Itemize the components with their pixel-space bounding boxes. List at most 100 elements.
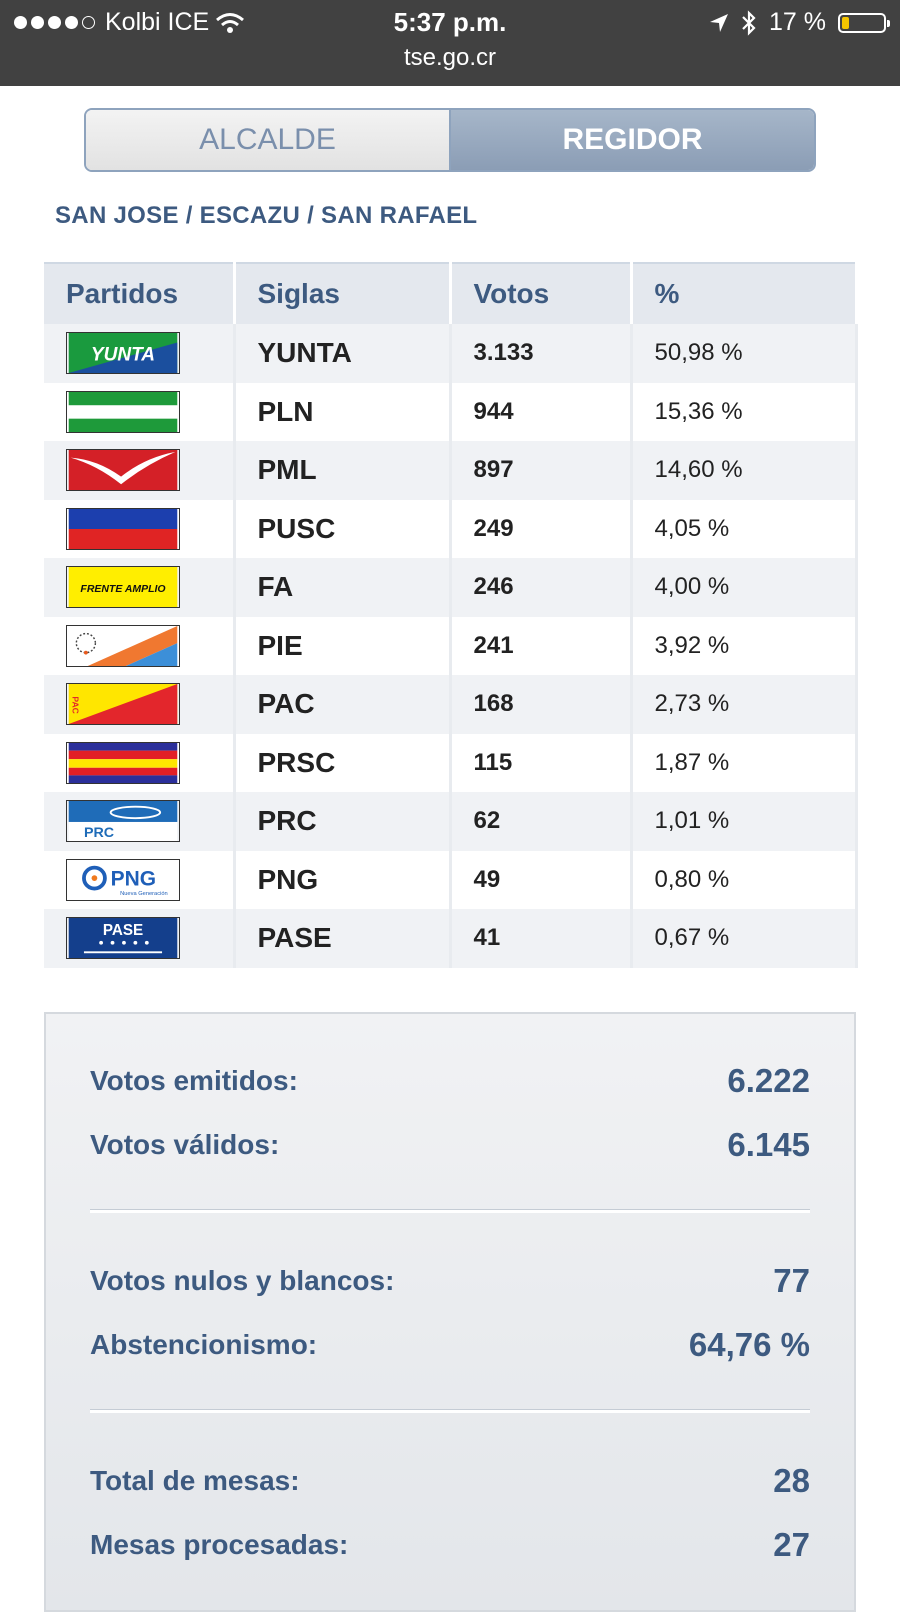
party-logo-cell: PRC bbox=[44, 792, 236, 851]
battery-level bbox=[842, 16, 849, 29]
votos-cell: 49 bbox=[450, 850, 633, 909]
table-row: PRSC 115 1,87 % bbox=[44, 733, 858, 792]
table-row: PNG Nueva Generación PNG 49 0,80 % bbox=[44, 850, 858, 909]
validos-value: 6.145 bbox=[727, 1126, 810, 1163]
table-row: PAC PAC 168 2,73 % bbox=[44, 675, 858, 734]
percent-cell: 2,73 % bbox=[631, 675, 858, 734]
party-logo-cell: YUNTA bbox=[44, 324, 236, 383]
png-logo-text: PNG bbox=[111, 867, 156, 890]
battery-percent: 17 % bbox=[769, 8, 826, 36]
percent-cell: 1,01 % bbox=[631, 792, 858, 851]
summary-row-validos: Votos válidos: 6.145 bbox=[90, 1126, 810, 1164]
party-logo-cell bbox=[44, 733, 236, 792]
table-row: PRC PRC 62 1,01 % bbox=[44, 792, 858, 851]
pie-flag-icon bbox=[66, 624, 180, 667]
party-logo-cell: PNG Nueva Generación bbox=[44, 850, 236, 909]
votos-cell: 115 bbox=[450, 733, 633, 792]
sigla-cell: FA bbox=[234, 558, 452, 617]
table-row: PLN 944 15,36 % bbox=[44, 382, 858, 441]
votos-cell: 249 bbox=[450, 499, 633, 558]
sigla-cell: PIE bbox=[234, 616, 452, 675]
total-mesas-value: 28 bbox=[773, 1462, 810, 1499]
pusc-flag-icon bbox=[66, 507, 180, 550]
signal-strength-icon bbox=[14, 16, 95, 29]
pase-logo-text: PASE bbox=[103, 922, 143, 939]
fa-logo-text: FRENTE AMPLIO bbox=[80, 584, 165, 595]
divider bbox=[90, 1410, 810, 1413]
votos-cell: 897 bbox=[450, 441, 633, 500]
percent-cell: 50,98 % bbox=[631, 324, 858, 383]
percent-cell: 4,00 % bbox=[631, 558, 858, 617]
votos-cell: 3.133 bbox=[450, 324, 633, 383]
tab-regidor[interactable]: REGIDOR bbox=[451, 110, 814, 170]
sigla-cell: PRSC bbox=[234, 733, 452, 792]
party-logo-cell bbox=[44, 499, 236, 558]
validos-label: Votos válidos: bbox=[90, 1129, 280, 1160]
table-row: PIE 241 3,92 % bbox=[44, 616, 858, 675]
sigla-cell: PNG bbox=[234, 850, 452, 909]
summary-row-emitidos: Votos emitidos: 6.222 bbox=[90, 1062, 810, 1100]
mesas-procesadas-value: 27 bbox=[773, 1526, 810, 1563]
votos-cell: 944 bbox=[450, 382, 633, 441]
table-row: PUSC 249 4,05 % bbox=[44, 499, 858, 558]
prc-logo-text: PRC bbox=[84, 825, 114, 841]
percent-cell: 14,60 % bbox=[631, 441, 858, 500]
table-header: Partidos Siglas Votos % bbox=[44, 263, 858, 324]
header-siglas: Siglas bbox=[234, 263, 452, 324]
fa-flag-icon: FRENTE AMPLIO bbox=[66, 566, 180, 609]
mesas-procesadas-label: Mesas procesadas: bbox=[90, 1529, 349, 1560]
prsc-flag-icon bbox=[66, 741, 180, 784]
header-percent: % bbox=[631, 263, 858, 324]
pml-flag-icon bbox=[66, 449, 180, 492]
percent-cell: 1,87 % bbox=[631, 733, 858, 792]
party-logo-cell bbox=[44, 616, 236, 675]
divider bbox=[90, 1210, 810, 1213]
nulos-label: Votos nulos y blancos: bbox=[90, 1265, 395, 1296]
header-votos: Votos bbox=[450, 263, 633, 324]
location-arrow-icon bbox=[710, 13, 729, 32]
sigla-cell: PML bbox=[234, 441, 452, 500]
header-partidos: Partidos bbox=[44, 263, 236, 324]
abstencionismo-label: Abstencionismo: bbox=[90, 1329, 318, 1360]
url-bar[interactable]: tse.go.cr bbox=[403, 44, 497, 71]
bluetooth-icon bbox=[742, 9, 756, 36]
yunta-logo-text: YUNTA bbox=[91, 345, 155, 366]
breadcrumb: SAN JOSE / ESCAZU / SAN RAFAEL bbox=[55, 202, 478, 229]
summary-panel: Votos emitidos: 6.222 Votos válidos: 6.1… bbox=[44, 1012, 856, 1612]
percent-cell: 0,67 % bbox=[631, 909, 858, 968]
sigla-cell: PLN bbox=[234, 382, 452, 441]
png-flag-icon: PNG Nueva Generación bbox=[66, 858, 180, 901]
pac-logo-text: PAC bbox=[70, 697, 80, 714]
total-mesas-label: Total de mesas: bbox=[90, 1465, 300, 1496]
prc-flag-icon: PRC bbox=[66, 800, 180, 843]
carrier-info: Kolbi ICE bbox=[14, 8, 245, 37]
percent-cell: 0,80 % bbox=[631, 850, 858, 909]
votos-cell: 241 bbox=[450, 616, 633, 675]
status-bar: Kolbi ICE 5:37 p.m. tse.go.cr 17 % bbox=[0, 0, 900, 86]
party-logo-cell: FRENTE AMPLIO bbox=[44, 558, 236, 617]
results-table: Partidos Siglas Votos % YUNTA YUNTA 3.13… bbox=[44, 262, 858, 968]
table-row: PML 897 14,60 % bbox=[44, 441, 858, 500]
party-logo-cell: PAC bbox=[44, 675, 236, 734]
sigla-cell: PASE bbox=[234, 909, 452, 968]
summary-row-nulos: Votos nulos y blancos: 77 bbox=[90, 1262, 810, 1300]
office-tabs: ALCALDE REGIDOR bbox=[84, 108, 816, 172]
votos-cell: 62 bbox=[450, 792, 633, 851]
votos-cell: 41 bbox=[450, 909, 633, 968]
nulos-value: 77 bbox=[773, 1262, 810, 1299]
emitidos-label: Votos emitidos: bbox=[90, 1065, 298, 1096]
emitidos-value: 6.222 bbox=[727, 1062, 810, 1099]
sigla-cell: YUNTA bbox=[234, 324, 452, 383]
sigla-cell: PRC bbox=[234, 792, 452, 851]
summary-row-total-mesas: Total de mesas: 28 bbox=[90, 1462, 810, 1500]
sigla-cell: PUSC bbox=[234, 499, 452, 558]
summary-row-mesas-procesadas: Mesas procesadas: 27 bbox=[90, 1526, 810, 1564]
party-logo-cell: PASE bbox=[44, 909, 236, 968]
pase-flag-icon: PASE bbox=[66, 917, 180, 960]
party-logo-cell bbox=[44, 441, 236, 500]
tab-alcalde[interactable]: ALCALDE bbox=[86, 110, 451, 170]
sigla-cell: PAC bbox=[234, 675, 452, 734]
wifi-icon bbox=[216, 12, 245, 33]
yunta-flag-icon: YUNTA bbox=[66, 332, 180, 375]
votos-cell: 168 bbox=[450, 675, 633, 734]
